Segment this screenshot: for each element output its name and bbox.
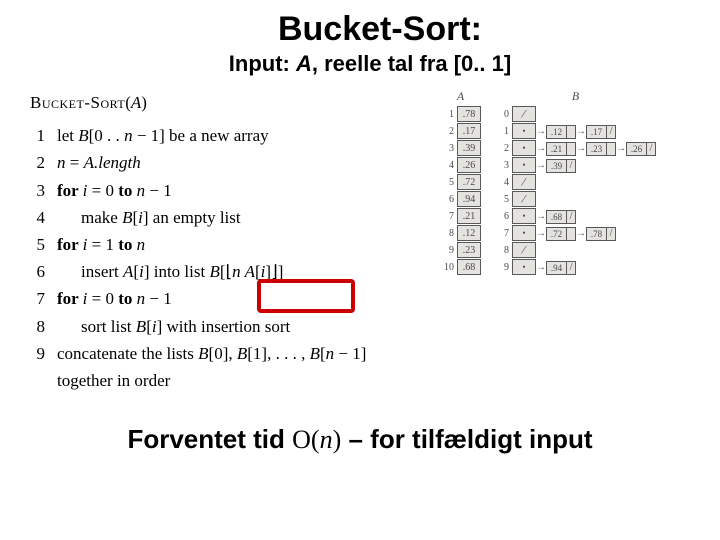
array-b-row: 2•→.21→.23→.26/ (495, 140, 656, 157)
line-number: 4 (30, 204, 45, 231)
array-a-row: 8.12 (440, 225, 481, 242)
bottom-suffix: – for tilfældigt input (341, 424, 592, 454)
array-a-row: 10.68 (440, 259, 481, 276)
code-text: concatenate the lists B[0], B[1], . . . … (57, 340, 420, 394)
array-a-row: 7.21 (440, 208, 481, 225)
code-text: make B[i] an empty list (57, 204, 420, 231)
subtitle-mid: , reelle tal fra (312, 51, 454, 76)
array-b-label: B (495, 89, 656, 104)
code-text: sort list B[i] with insertion sort (57, 313, 420, 340)
line-number: 3 (30, 177, 45, 204)
code-text: for i = 0 to n − 1 (57, 177, 420, 204)
array-a-row: 9.23 (440, 242, 481, 259)
array-b-row: 4 (495, 174, 656, 191)
array-a-row: 4.26 (440, 157, 481, 174)
subtitle-var: A (296, 51, 312, 76)
array-b-row: 1•→.12→.17/ (495, 123, 656, 140)
subtitle-prefix: Input: (229, 51, 296, 76)
array-a-row: 3.39 (440, 140, 481, 157)
array-a-row: 6.94 (440, 191, 481, 208)
page-title: Bucket-Sort: (70, 10, 690, 49)
array-a: A 1.782.173.394.265.726.947.218.129.2310… (440, 89, 481, 276)
array-b: B 01•→.12→.17/2•→.21→.23→.26/3•→.39/456•… (495, 89, 656, 276)
code-text: for i = 1 to n (57, 231, 420, 258)
subtitle: Input: A, reelle tal fra [0.. 1] (50, 51, 690, 77)
array-a-row: 5.72 (440, 174, 481, 191)
bottom-prefix: Forventet tid (127, 424, 292, 454)
array-a-row: 2.17 (440, 123, 481, 140)
code-text: insert A[i] into list B[⌊n A[i]⌋] (57, 258, 420, 285)
bottom-text: Forventet tid O(n) – for tilfældigt inpu… (30, 424, 690, 455)
line-number: 8 (30, 313, 45, 340)
array-b-row: 3•→.39/ (495, 157, 656, 174)
array-a-label: A (440, 89, 481, 104)
array-b-row: 5 (495, 191, 656, 208)
line-number: 1 (30, 122, 45, 149)
array-b-row: 6•→.68/ (495, 208, 656, 225)
line-number: 2 (30, 149, 45, 176)
bottom-n: n (320, 425, 333, 454)
code-text: let B[0 . . n − 1] be a new array (57, 122, 420, 149)
fn-name: Bucket-Sort (30, 93, 125, 112)
line-number: 7 (30, 285, 45, 312)
subtitle-range: [0.. 1] (454, 51, 511, 76)
array-a-row: 1.78 (440, 106, 481, 123)
pseudocode-block: Bucket-Sort(A) 1let B[0 . . n − 1] be a … (30, 89, 420, 394)
line-number: 5 (30, 231, 45, 258)
bottom-bigO: O (292, 425, 311, 454)
fn-arg: A (131, 93, 141, 112)
array-b-row: 0 (495, 106, 656, 123)
code-text: for i = 0 to n − 1 (57, 285, 420, 312)
line-number: 6 (30, 258, 45, 285)
code-text: n = A.length (57, 149, 420, 176)
array-b-row: 8 (495, 242, 656, 259)
line-number: 9 (30, 340, 45, 394)
array-b-row: 9•→.94/ (495, 259, 656, 276)
bucket-diagram: A 1.782.173.394.265.726.947.218.129.2310… (440, 89, 690, 394)
array-b-row: 7•→.72→.78/ (495, 225, 656, 242)
